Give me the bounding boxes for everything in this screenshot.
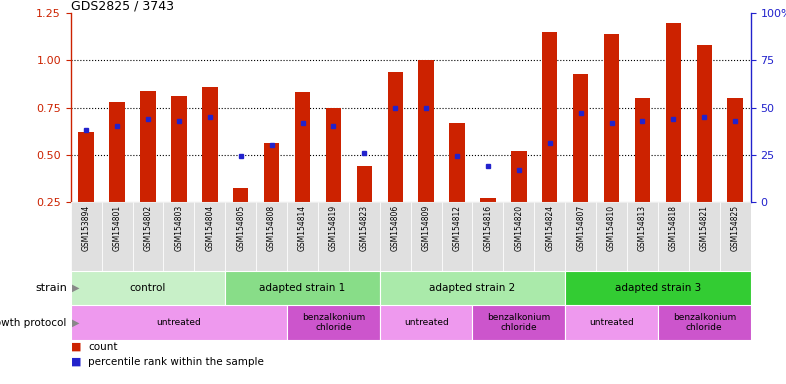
Bar xyxy=(503,202,534,271)
Text: GSM154820: GSM154820 xyxy=(514,205,523,251)
Text: GDS2825 / 3743: GDS2825 / 3743 xyxy=(71,0,174,12)
Text: GSM154818: GSM154818 xyxy=(669,205,678,251)
Text: GSM154807: GSM154807 xyxy=(576,205,585,251)
Bar xyxy=(720,202,751,271)
Bar xyxy=(627,202,658,271)
Bar xyxy=(604,34,619,202)
Text: GSM154821: GSM154821 xyxy=(700,205,709,251)
Bar xyxy=(171,96,186,202)
Bar xyxy=(357,166,372,202)
Bar xyxy=(71,271,226,305)
Text: GSM154808: GSM154808 xyxy=(267,205,276,251)
Text: GSM153894: GSM153894 xyxy=(82,205,90,251)
Bar xyxy=(411,202,442,271)
Bar xyxy=(658,202,689,271)
Bar xyxy=(133,202,163,271)
Text: GSM154802: GSM154802 xyxy=(144,205,152,251)
Bar xyxy=(233,189,248,202)
Bar xyxy=(480,198,496,202)
Text: ■: ■ xyxy=(71,357,81,367)
Bar xyxy=(109,102,125,202)
Bar xyxy=(418,60,434,202)
Bar xyxy=(295,93,310,202)
Text: GSM154801: GSM154801 xyxy=(112,205,122,251)
Bar xyxy=(226,202,256,271)
Text: ▶: ▶ xyxy=(72,283,80,293)
Bar xyxy=(380,202,411,271)
Text: GSM154803: GSM154803 xyxy=(174,205,183,251)
Text: benzalkonium
chloride: benzalkonium chloride xyxy=(302,313,365,332)
Bar xyxy=(511,151,527,202)
Text: untreated: untreated xyxy=(590,318,634,327)
Bar xyxy=(287,202,318,271)
Text: count: count xyxy=(88,342,118,352)
Bar xyxy=(79,132,94,202)
Text: benzalkonium
chloride: benzalkonium chloride xyxy=(487,313,550,332)
Bar xyxy=(71,202,101,271)
Text: GSM154804: GSM154804 xyxy=(205,205,215,251)
Bar xyxy=(140,91,156,202)
Bar xyxy=(565,305,658,340)
Bar xyxy=(163,202,194,271)
Bar xyxy=(728,98,743,202)
Bar xyxy=(287,305,380,340)
Bar xyxy=(442,202,472,271)
Text: GSM154806: GSM154806 xyxy=(391,205,400,251)
Text: GSM154816: GSM154816 xyxy=(483,205,493,251)
Bar xyxy=(194,202,226,271)
Text: untreated: untreated xyxy=(156,318,201,327)
Text: growth protocol: growth protocol xyxy=(0,318,67,328)
Text: strain: strain xyxy=(35,283,67,293)
Bar xyxy=(71,305,287,340)
Text: adapted strain 2: adapted strain 2 xyxy=(429,283,516,293)
Bar xyxy=(596,202,627,271)
Text: GSM154813: GSM154813 xyxy=(638,205,647,251)
Bar xyxy=(666,23,681,202)
Bar xyxy=(658,305,751,340)
Text: control: control xyxy=(130,283,166,293)
Text: GSM154823: GSM154823 xyxy=(360,205,369,251)
Bar xyxy=(696,45,712,202)
Text: benzalkonium
chloride: benzalkonium chloride xyxy=(673,313,736,332)
Bar xyxy=(318,202,349,271)
Bar xyxy=(635,98,650,202)
Bar xyxy=(542,32,557,202)
Text: GSM154812: GSM154812 xyxy=(453,205,461,251)
Bar xyxy=(380,271,565,305)
Bar xyxy=(565,202,596,271)
Text: GSM154810: GSM154810 xyxy=(607,205,616,251)
Text: GSM154825: GSM154825 xyxy=(731,205,740,251)
Text: GSM154809: GSM154809 xyxy=(421,205,431,251)
Bar xyxy=(472,305,565,340)
Bar xyxy=(349,202,380,271)
Bar xyxy=(689,202,720,271)
Text: ■: ■ xyxy=(71,342,81,352)
Text: GSM154824: GSM154824 xyxy=(545,205,554,251)
Text: untreated: untreated xyxy=(404,318,449,327)
Bar xyxy=(380,305,472,340)
Bar xyxy=(472,202,503,271)
Text: ▶: ▶ xyxy=(72,318,80,328)
Bar xyxy=(387,72,403,202)
Bar xyxy=(256,202,287,271)
Text: percentile rank within the sample: percentile rank within the sample xyxy=(88,357,264,367)
Bar xyxy=(450,122,465,202)
Text: GSM154814: GSM154814 xyxy=(298,205,307,251)
Text: GSM154819: GSM154819 xyxy=(329,205,338,251)
Text: adapted strain 1: adapted strain 1 xyxy=(259,283,346,293)
Bar xyxy=(565,271,751,305)
Bar xyxy=(101,202,133,271)
Text: GSM154805: GSM154805 xyxy=(237,205,245,251)
Bar xyxy=(226,271,380,305)
Bar xyxy=(202,87,218,202)
Bar xyxy=(573,74,589,202)
Bar xyxy=(325,108,341,202)
Bar xyxy=(534,202,565,271)
Text: adapted strain 3: adapted strain 3 xyxy=(615,283,701,293)
Bar xyxy=(264,143,279,202)
